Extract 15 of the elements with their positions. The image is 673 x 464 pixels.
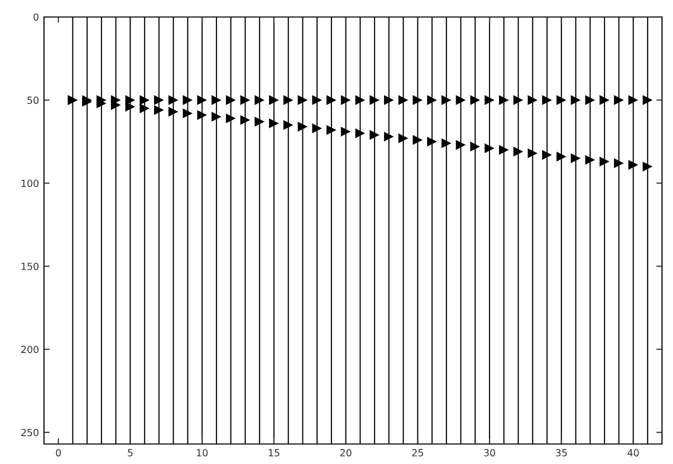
x-tick-label: 5 (128, 449, 132, 456)
x-tick-label: 10 (196, 449, 208, 456)
x-tick-label: 30 (484, 449, 496, 456)
y-tick-label: 100 (22, 180, 38, 187)
y-tick-label: 0 (34, 13, 38, 21)
x-tick-label: 35 (556, 449, 567, 456)
x-tick-label: 15 (268, 449, 280, 456)
y-tick-label: 50 (28, 96, 38, 104)
y-tick-label: 150 (22, 262, 38, 270)
x-tick-label: 0 (56, 449, 61, 456)
x-tick-label: 25 (412, 449, 424, 456)
y-tick-label: 200 (21, 346, 38, 354)
y-tick-label: 250 (21, 428, 38, 436)
x-tick-label: 20 (340, 449, 352, 456)
x-tick-label: 40 (628, 449, 639, 456)
